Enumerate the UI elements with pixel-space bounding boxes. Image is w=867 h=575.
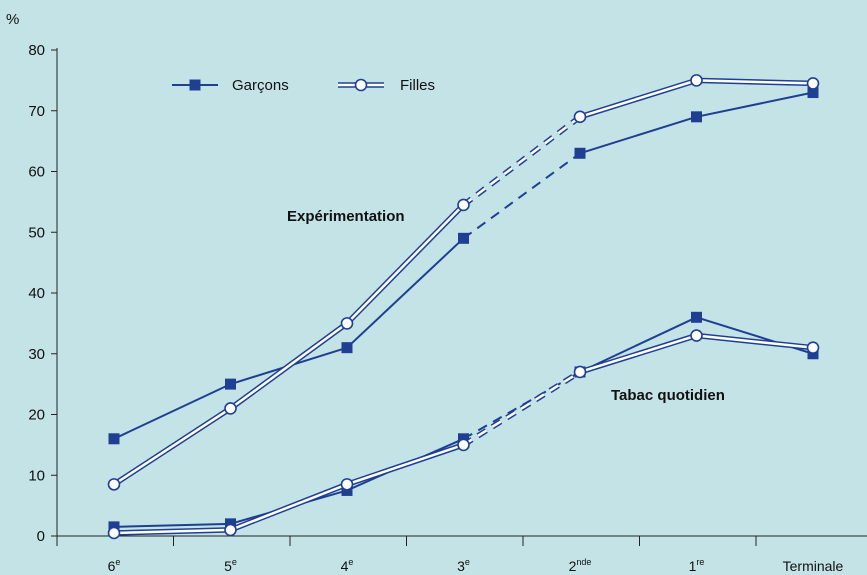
y-tick-label: 40: [28, 285, 45, 302]
point-filles: [573, 365, 587, 379]
x-tick-label: Terminale: [783, 558, 844, 574]
point-filles: [457, 438, 470, 452]
series-line-filles-inner: [462, 115, 581, 206]
series-line-filles-inner: [579, 334, 697, 374]
x-tick-label: 5e: [224, 557, 237, 574]
x-tick-label: 6e: [108, 557, 121, 574]
series-line-filles-inner: [462, 370, 581, 446]
x-tick-label: 2nde: [569, 557, 592, 574]
y-tick-label: 20: [28, 407, 45, 424]
legend-marker-garcons: [189, 79, 201, 91]
series-line-garcons: [696, 91, 814, 118]
series-line-garcons: [462, 152, 581, 240]
point-filles: [806, 77, 820, 90]
y-tick-label: 80: [28, 42, 45, 59]
series-line-filles-inner: [113, 528, 231, 535]
y-tick-label: 70: [28, 103, 45, 120]
point-filles: [457, 198, 470, 212]
legend-marker-filles: [354, 78, 368, 92]
series-line-garcons: [113, 522, 231, 528]
series-line-filles-inner: [696, 334, 814, 349]
point-garcons: [807, 87, 819, 99]
series-line-filles-inner: [346, 204, 465, 325]
point-filles: [340, 317, 354, 330]
series-line-filles-inner: [229, 322, 348, 410]
series-line-filles-inner: [230, 483, 348, 532]
series-line-garcons: [346, 237, 465, 349]
series-line-filles-inner: [696, 79, 814, 85]
x-tick-label: 3e: [457, 557, 470, 574]
y-tick-label: 50: [28, 224, 45, 241]
x-tick-label: 1re: [689, 557, 705, 574]
series-group-label: Tabac quotidien: [611, 387, 725, 404]
point-filles: [107, 478, 121, 491]
point-filles: [107, 526, 121, 540]
y-tick-label: 0: [37, 528, 45, 545]
series-line-garcons: [579, 115, 697, 155]
series-line-garcons: [113, 383, 231, 440]
legend-label: Filles: [400, 77, 435, 94]
point-garcons: [691, 111, 702, 123]
y-tick-label: 10: [28, 467, 45, 484]
point-garcons: [225, 378, 236, 390]
point-garcons: [691, 311, 702, 323]
point-filles: [224, 402, 237, 415]
point-garcons: [458, 232, 469, 244]
y-tick-label: 30: [28, 346, 45, 363]
series-line-filles-inner: [113, 407, 232, 486]
point-filles: [690, 74, 703, 87]
point-filles: [340, 478, 354, 491]
point-filles: [690, 329, 703, 342]
series-line-garcons: [463, 371, 581, 440]
legend-label: Garçons: [232, 77, 289, 94]
point-garcons: [108, 433, 120, 445]
x-tick-label: 4e: [341, 557, 354, 574]
point-garcons: [574, 147, 586, 159]
y-axis-label: %: [6, 11, 19, 28]
point-filles: [806, 341, 820, 354]
point-garcons: [341, 342, 353, 354]
point-filles: [224, 523, 237, 537]
y-tick-label: 60: [28, 164, 45, 181]
series-line-garcons: [579, 316, 697, 373]
series-group-label: Expérimentation: [287, 208, 405, 225]
point-filles: [573, 110, 587, 124]
series-line-filles-inner: [346, 443, 464, 486]
series-line-filles-inner: [579, 79, 697, 119]
